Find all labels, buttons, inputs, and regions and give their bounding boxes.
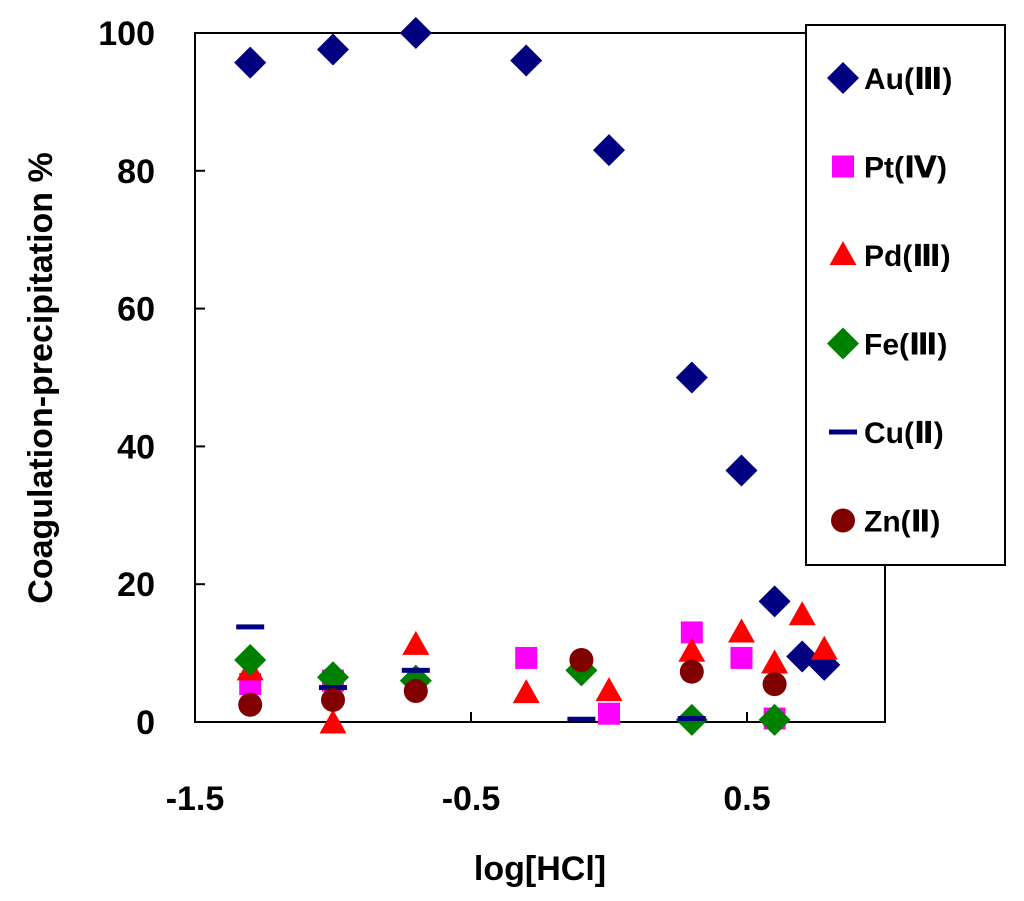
data-point <box>679 659 704 684</box>
legend-label: Cu(Ⅱ) <box>864 417 944 450</box>
data-point <box>567 716 596 722</box>
data-point <box>321 687 345 712</box>
legend-marker <box>832 155 854 178</box>
y-tick-label: 60 <box>117 291 155 329</box>
legend-marker <box>827 327 859 360</box>
y-axis-title: Coagulation-precipitation % <box>22 152 60 603</box>
data-point <box>730 646 753 669</box>
legend-label: Pt(Ⅳ) <box>864 152 947 185</box>
legend-marker <box>831 508 855 533</box>
legend-label: Au(Ⅲ) <box>864 63 952 96</box>
plot-area <box>194 32 886 723</box>
series-0 <box>234 17 841 681</box>
data-point <box>675 361 708 394</box>
data-point <box>758 585 791 618</box>
data-point <box>569 647 594 672</box>
legend-item: Pd(Ⅲ) <box>829 240 951 273</box>
data-point <box>678 637 706 662</box>
legend-marker <box>827 62 859 94</box>
legend-item: Zn(Ⅱ) <box>831 506 940 539</box>
data-point <box>761 649 789 674</box>
data-point <box>236 624 265 630</box>
data-point <box>758 703 791 736</box>
data-point <box>810 635 838 660</box>
legend-label: Zn(Ⅱ) <box>864 506 940 539</box>
data-points <box>234 17 841 736</box>
legend-marker <box>829 241 857 266</box>
y-axis: 0 20 40 60 80 100 <box>98 15 205 742</box>
data-point <box>403 678 428 703</box>
data-point <box>234 46 267 79</box>
legend-marker <box>829 429 857 435</box>
series-4 <box>236 624 706 722</box>
legend-item: Fe(Ⅲ) <box>827 327 947 362</box>
y-tick-label: 20 <box>117 566 155 604</box>
y-tick-label: 80 <box>117 153 155 191</box>
legend-label: Pd(Ⅲ) <box>864 240 951 273</box>
data-point <box>319 685 347 691</box>
data-point <box>677 716 706 722</box>
data-point <box>515 646 538 669</box>
x-tick-label: 0.5 <box>723 780 770 818</box>
data-point <box>598 702 620 725</box>
data-point <box>238 692 263 717</box>
data-point <box>510 44 543 77</box>
x-tick-label: -0.5 <box>442 780 501 818</box>
legend-item: Au(Ⅲ) <box>827 62 952 96</box>
x-axis-title: log[HCl] <box>474 850 606 888</box>
x-axis: -1.5 -0.5 0.5 <box>166 712 771 818</box>
x-tick-label: -1.5 <box>166 780 225 818</box>
series-5 <box>238 647 787 717</box>
y-tick-label: 0 <box>136 704 155 742</box>
data-point <box>593 134 625 167</box>
data-point <box>762 672 787 697</box>
data-point <box>234 643 267 676</box>
legend-box <box>805 24 1006 566</box>
legend-item: Cu(Ⅱ) <box>829 417 944 450</box>
data-point <box>595 677 623 702</box>
data-point <box>788 601 816 626</box>
data-point <box>512 679 540 704</box>
series-2 <box>236 601 838 734</box>
data-point <box>402 630 430 655</box>
data-point <box>319 709 347 734</box>
data-point <box>725 454 758 487</box>
data-point <box>399 17 432 49</box>
data-point <box>401 667 430 673</box>
y-tick-label: 100 <box>98 15 155 53</box>
y-tick-label: 40 <box>117 428 155 466</box>
legend: Au(Ⅲ) Pt(Ⅳ) Pd(Ⅲ) Fe(Ⅲ) Cu(Ⅱ) Zn(Ⅱ) <box>805 24 1006 566</box>
legend-label: Fe(Ⅲ) <box>864 329 947 362</box>
data-point <box>727 618 755 643</box>
data-point <box>317 33 349 66</box>
data-point <box>680 621 703 644</box>
legend-item: Pt(Ⅳ) <box>832 152 947 185</box>
plot-frame <box>194 32 886 723</box>
